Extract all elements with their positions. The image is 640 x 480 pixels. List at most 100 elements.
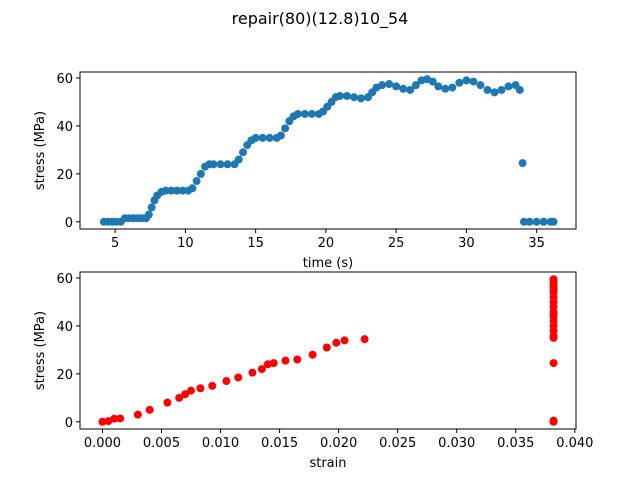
- x-tick-label: 0.035: [497, 436, 534, 451]
- point: [469, 77, 478, 86]
- y-tick-label: 40: [56, 120, 73, 135]
- point: [434, 82, 443, 91]
- y-tick-label: 0: [65, 216, 73, 231]
- point: [223, 160, 232, 169]
- x-axis-label: strain: [309, 456, 346, 471]
- x-tick-label: 0.025: [379, 436, 416, 451]
- x-tick-label: 10: [177, 236, 194, 251]
- point: [196, 169, 205, 178]
- point: [392, 82, 401, 91]
- point: [269, 359, 278, 368]
- point: [539, 217, 548, 226]
- point: [483, 85, 492, 94]
- point: [385, 79, 394, 88]
- x-tick-label: 5: [111, 236, 119, 251]
- point: [532, 217, 541, 226]
- point: [258, 133, 267, 142]
- point: [406, 85, 415, 94]
- point: [455, 78, 464, 87]
- y-tick-label: 60: [56, 272, 73, 287]
- point: [238, 148, 247, 157]
- point: [209, 160, 218, 169]
- y-tick-label: 0: [65, 416, 73, 431]
- point: [188, 184, 197, 193]
- point: [276, 131, 285, 140]
- point: [448, 83, 457, 92]
- x-tick-label: 35: [528, 236, 545, 251]
- point: [322, 343, 331, 352]
- y-axis-label: stress (MPa): [33, 111, 48, 190]
- axes-frame: [79, 71, 577, 230]
- x-tick-label: 20: [318, 236, 335, 251]
- point: [167, 186, 176, 195]
- point: [178, 186, 187, 195]
- point: [332, 338, 341, 347]
- point: [234, 155, 243, 164]
- point: [216, 160, 225, 169]
- point: [293, 355, 302, 364]
- point: [300, 109, 309, 118]
- point: [145, 405, 154, 414]
- point: [196, 384, 205, 393]
- point: [441, 84, 450, 93]
- point: [307, 109, 316, 118]
- point: [116, 414, 125, 423]
- point: [208, 381, 217, 390]
- point: [308, 350, 317, 359]
- point: [549, 275, 558, 284]
- point: [399, 84, 408, 93]
- point: [234, 373, 243, 382]
- point: [222, 377, 231, 386]
- point: [281, 356, 290, 365]
- point: [144, 210, 153, 219]
- axes: 0.000 0.005 0.010 0.015 0.020 0.025 0.030 0.035…: [33, 271, 593, 471]
- point: [411, 81, 420, 90]
- y-tick-label: 60: [56, 72, 73, 87]
- point: [192, 177, 201, 186]
- point: [504, 82, 513, 91]
- point: [476, 81, 485, 90]
- y-tick-label: 20: [56, 168, 73, 183]
- point: [147, 203, 156, 212]
- point: [428, 77, 437, 86]
- point: [525, 217, 534, 226]
- point: [462, 76, 471, 85]
- point: [378, 81, 387, 90]
- point: [257, 365, 266, 374]
- x-tick-label: 0.020: [320, 436, 357, 451]
- x-tick-label: 15: [247, 236, 264, 251]
- x-tick-label: 30: [458, 236, 475, 251]
- point: [293, 109, 302, 118]
- point: [360, 335, 369, 344]
- axes-frame: [79, 271, 577, 430]
- x-tick-label: 0.030: [438, 436, 475, 451]
- point: [518, 159, 527, 168]
- point: [349, 93, 358, 102]
- x-tick-label: 0.015: [261, 436, 298, 451]
- point: [248, 368, 257, 377]
- point: [549, 416, 558, 425]
- point: [251, 133, 260, 142]
- x-tick-label: 0.005: [143, 436, 180, 451]
- point: [335, 91, 344, 100]
- point: [549, 217, 558, 226]
- point: [265, 133, 274, 142]
- x-tick-label: 25: [388, 236, 405, 251]
- x-tick-label: 0.000: [84, 436, 121, 451]
- point: [497, 85, 506, 94]
- point: [172, 186, 181, 195]
- point: [133, 410, 142, 419]
- point: [181, 390, 190, 399]
- x-tick-label: 0.040: [556, 436, 593, 451]
- point: [520, 217, 529, 226]
- point: [161, 186, 170, 195]
- point: [340, 336, 349, 345]
- point: [175, 393, 184, 402]
- axes: 5 10 15 20 25 30 35 0 20 40 60 time (s) stress (MPa): [33, 71, 577, 271]
- point: [515, 85, 524, 94]
- y-tick-label: 20: [56, 368, 73, 383]
- point: [342, 91, 351, 100]
- point: [549, 359, 558, 368]
- point: [281, 124, 290, 133]
